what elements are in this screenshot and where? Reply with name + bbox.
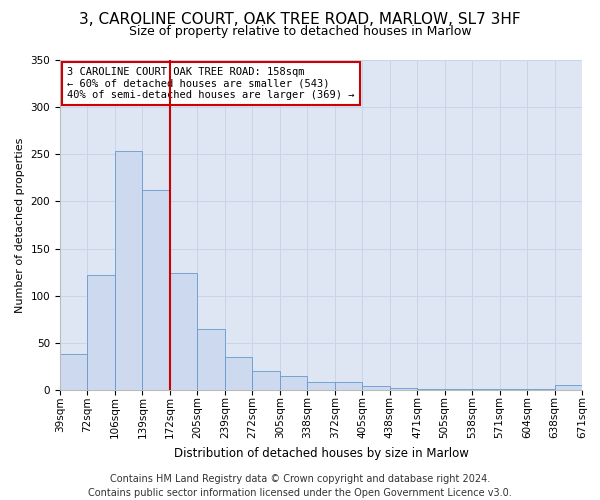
Bar — [280, 376, 307, 390]
Bar — [500, 389, 527, 390]
Bar — [253, 371, 280, 390]
Bar — [115, 152, 142, 390]
Text: Contains HM Land Registry data © Crown copyright and database right 2024.
Contai: Contains HM Land Registry data © Crown c… — [88, 474, 512, 498]
Bar — [197, 328, 225, 390]
Bar — [389, 388, 417, 390]
Bar — [527, 389, 554, 390]
Text: 3 CAROLINE COURT OAK TREE ROAD: 158sqm
← 60% of detached houses are smaller (543: 3 CAROLINE COURT OAK TREE ROAD: 158sqm ←… — [67, 67, 355, 100]
Bar — [417, 389, 445, 390]
Bar — [225, 357, 253, 390]
Bar — [445, 389, 472, 390]
Bar — [554, 386, 582, 390]
Bar — [88, 275, 115, 390]
Bar — [60, 354, 88, 390]
Bar — [362, 386, 389, 390]
Text: Size of property relative to detached houses in Marlow: Size of property relative to detached ho… — [128, 25, 472, 38]
Text: 3, CAROLINE COURT, OAK TREE ROAD, MARLOW, SL7 3HF: 3, CAROLINE COURT, OAK TREE ROAD, MARLOW… — [79, 12, 521, 28]
Bar — [472, 389, 500, 390]
Bar — [307, 382, 335, 390]
Bar — [142, 190, 170, 390]
Y-axis label: Number of detached properties: Number of detached properties — [15, 138, 25, 312]
Bar — [335, 382, 362, 390]
X-axis label: Distribution of detached houses by size in Marlow: Distribution of detached houses by size … — [173, 446, 469, 460]
Bar — [170, 273, 197, 390]
